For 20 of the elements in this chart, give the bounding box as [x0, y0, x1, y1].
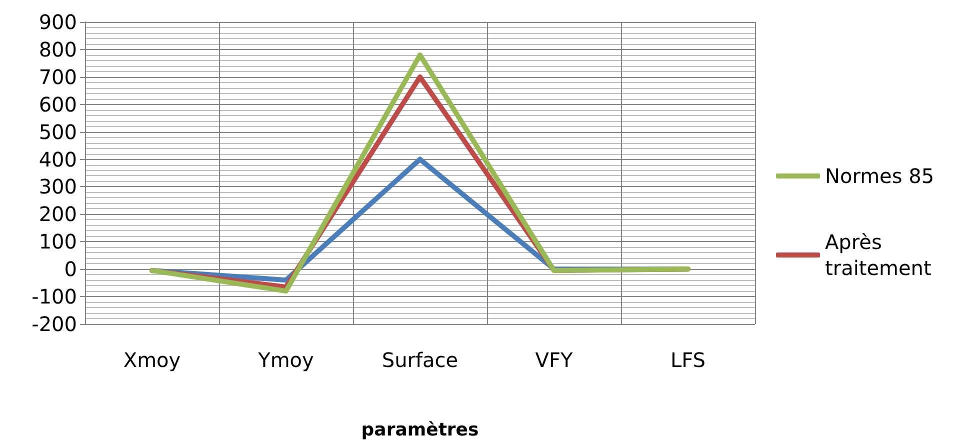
y-tick-label: 900 — [38, 10, 77, 34]
legend-label: Après traitement — [825, 230, 932, 280]
x-tick-label: VFY — [535, 348, 574, 372]
y-tick-label: 400 — [38, 147, 77, 172]
y-tick-label: 0 — [64, 257, 77, 282]
y-tick-label: 100 — [38, 230, 77, 254]
y-tick-label: 500 — [38, 120, 77, 144]
y-tick-label: 600 — [38, 92, 77, 116]
x-tick-label: Xmoy — [123, 348, 181, 372]
y-tick-label: 700 — [38, 64, 77, 89]
x-tick-label: LFS — [670, 348, 706, 372]
y-tick-label: -100 — [32, 284, 77, 309]
x-tick-label: Ymoy — [257, 348, 314, 372]
y-tick-label: 800 — [38, 37, 77, 62]
y-tick-label: 300 — [38, 174, 77, 199]
legend-label: Normes 85 — [825, 164, 934, 188]
y-tick-label: -200 — [32, 312, 77, 336]
x-axis-title: paramètres — [361, 420, 479, 440]
y-tick-label: 200 — [38, 202, 77, 226]
x-tick-label: Surface — [382, 348, 458, 372]
